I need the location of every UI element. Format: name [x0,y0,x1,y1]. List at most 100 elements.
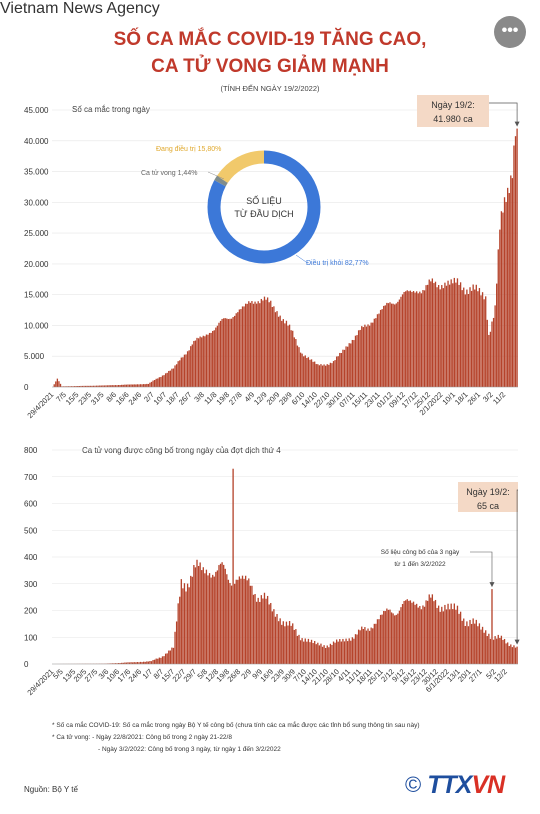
bar [386,608,388,664]
bar [505,201,507,387]
bar [395,303,397,387]
bar [463,287,465,387]
copyright-icon: © [405,772,422,797]
donut-center-line-1: SỐ LIỆU [246,195,282,206]
bar [144,661,146,664]
bar [150,381,153,387]
bar [174,365,176,387]
bar [342,638,344,664]
bar [494,305,496,387]
bar [328,364,330,387]
bar [185,354,187,387]
bar [210,577,212,664]
bar [400,607,402,664]
bar [117,663,120,664]
bar [299,640,302,664]
bar [114,385,117,387]
bar [268,604,270,664]
bar [417,293,419,387]
bar [381,309,383,387]
bar [507,642,509,664]
bar [315,364,317,387]
bar [307,357,310,387]
bar [241,306,244,387]
bar [420,609,423,664]
bar [428,594,430,664]
bar [332,641,335,664]
bar [361,326,363,387]
bar [390,612,393,664]
bar [485,630,487,664]
bar [466,621,468,664]
bar [296,635,299,664]
bar [86,385,88,387]
bar [146,383,148,387]
bar [248,301,250,387]
bar [216,570,219,664]
bar [92,385,95,387]
bar [502,639,504,664]
bar [475,284,477,387]
bar [249,585,252,664]
bar [132,662,134,664]
bar [318,365,321,387]
bar [350,343,352,387]
bar [376,619,379,664]
bar [257,301,259,387]
bar [463,618,465,664]
bar [105,385,107,387]
bar [244,303,247,387]
bar [157,658,159,664]
bar [332,361,335,387]
bar [205,334,208,387]
bar [175,364,178,387]
bar [411,292,413,387]
bar [155,658,157,664]
bar [472,284,474,387]
bar [197,338,200,387]
bar [378,619,380,664]
donut-label-recovered: Điều trị khỏi 82,77% [306,258,369,267]
bar [337,641,339,664]
bar [414,292,416,387]
bar [274,312,277,387]
bar [241,575,244,664]
bar [268,302,270,387]
bar [293,629,295,664]
bar [237,312,239,387]
bar [343,349,346,387]
bar [229,582,231,664]
more-options-button[interactable]: ••• [494,16,526,48]
bar [425,600,427,664]
bar [138,384,140,387]
y-tick-label: 700 [24,473,38,482]
bar [83,385,85,387]
bar [121,662,123,664]
bar [412,291,415,387]
bar [186,351,189,387]
bar [507,187,509,387]
y-tick-label: 600 [24,500,38,509]
annotation-box [458,482,518,512]
bar [183,354,186,387]
bar [202,567,204,664]
bar [318,645,321,664]
bar [434,281,437,387]
bar [230,585,233,664]
bar [188,350,190,387]
bar [282,319,284,387]
bar [412,601,415,664]
bar [331,644,333,664]
bar [121,384,123,387]
bar [350,640,352,664]
arrow-head [489,582,495,588]
y-tick-label: 40.000 [24,137,49,146]
bar [282,621,284,664]
bar [481,626,484,664]
bar [266,595,269,664]
bar [326,364,328,387]
bar [212,574,214,664]
bar [353,340,355,387]
bar [303,641,305,664]
bar [406,290,408,387]
